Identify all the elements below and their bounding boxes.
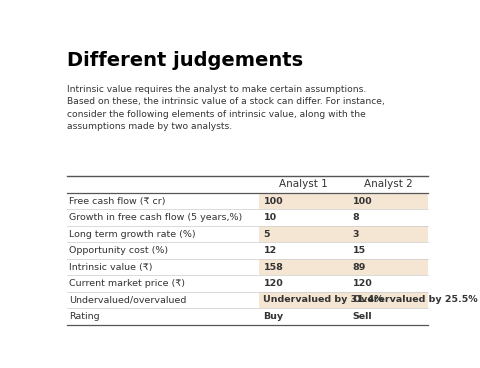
Text: 5: 5 <box>264 230 270 238</box>
Text: Long term growth rate (%): Long term growth rate (%) <box>69 230 196 238</box>
FancyBboxPatch shape <box>259 308 348 325</box>
FancyBboxPatch shape <box>348 226 428 243</box>
Text: Sell: Sell <box>353 312 372 321</box>
FancyBboxPatch shape <box>348 292 428 308</box>
FancyBboxPatch shape <box>259 292 348 308</box>
Text: 100: 100 <box>353 197 372 206</box>
Text: Intrinsic value (₹): Intrinsic value (₹) <box>69 262 153 272</box>
Text: 8: 8 <box>353 213 360 222</box>
FancyBboxPatch shape <box>348 259 428 275</box>
Text: 15: 15 <box>353 246 366 255</box>
FancyBboxPatch shape <box>348 243 428 259</box>
Text: 158: 158 <box>264 262 283 272</box>
FancyBboxPatch shape <box>259 243 348 259</box>
FancyBboxPatch shape <box>348 275 428 292</box>
Text: Analyst 2: Analyst 2 <box>364 180 413 190</box>
Text: 89: 89 <box>353 262 366 272</box>
Text: 120: 120 <box>264 279 283 288</box>
Text: 12: 12 <box>264 246 277 255</box>
Text: 3: 3 <box>353 230 359 238</box>
FancyBboxPatch shape <box>348 308 428 325</box>
Text: Overervalued by 25.5%: Overervalued by 25.5% <box>353 296 478 304</box>
Text: Undervalued by 31.4%: Undervalued by 31.4% <box>264 296 384 304</box>
FancyBboxPatch shape <box>259 226 348 243</box>
Text: Buy: Buy <box>264 312 284 321</box>
FancyBboxPatch shape <box>259 259 348 275</box>
Text: 120: 120 <box>353 279 372 288</box>
Text: Rating: Rating <box>69 312 100 321</box>
FancyBboxPatch shape <box>259 193 348 209</box>
Text: Different judgements: Different judgements <box>67 51 303 70</box>
FancyBboxPatch shape <box>259 209 348 226</box>
Text: Undervalued/overvalued: Undervalued/overvalued <box>69 296 187 304</box>
FancyBboxPatch shape <box>348 209 428 226</box>
Text: Growth in free cash flow (5 years,%): Growth in free cash flow (5 years,%) <box>69 213 242 222</box>
Text: Opportunity cost (%): Opportunity cost (%) <box>69 246 168 255</box>
Text: 100: 100 <box>264 197 283 206</box>
FancyBboxPatch shape <box>259 275 348 292</box>
Text: Free cash flow (₹ cr): Free cash flow (₹ cr) <box>69 197 166 206</box>
Text: 10: 10 <box>264 213 276 222</box>
FancyBboxPatch shape <box>348 193 428 209</box>
Text: Intrinsic value requires the analyst to make certain assumptions.
Based on these: Intrinsic value requires the analyst to … <box>67 85 385 131</box>
Text: Current market price (₹): Current market price (₹) <box>69 279 185 288</box>
Text: Analyst 1: Analyst 1 <box>279 180 328 190</box>
